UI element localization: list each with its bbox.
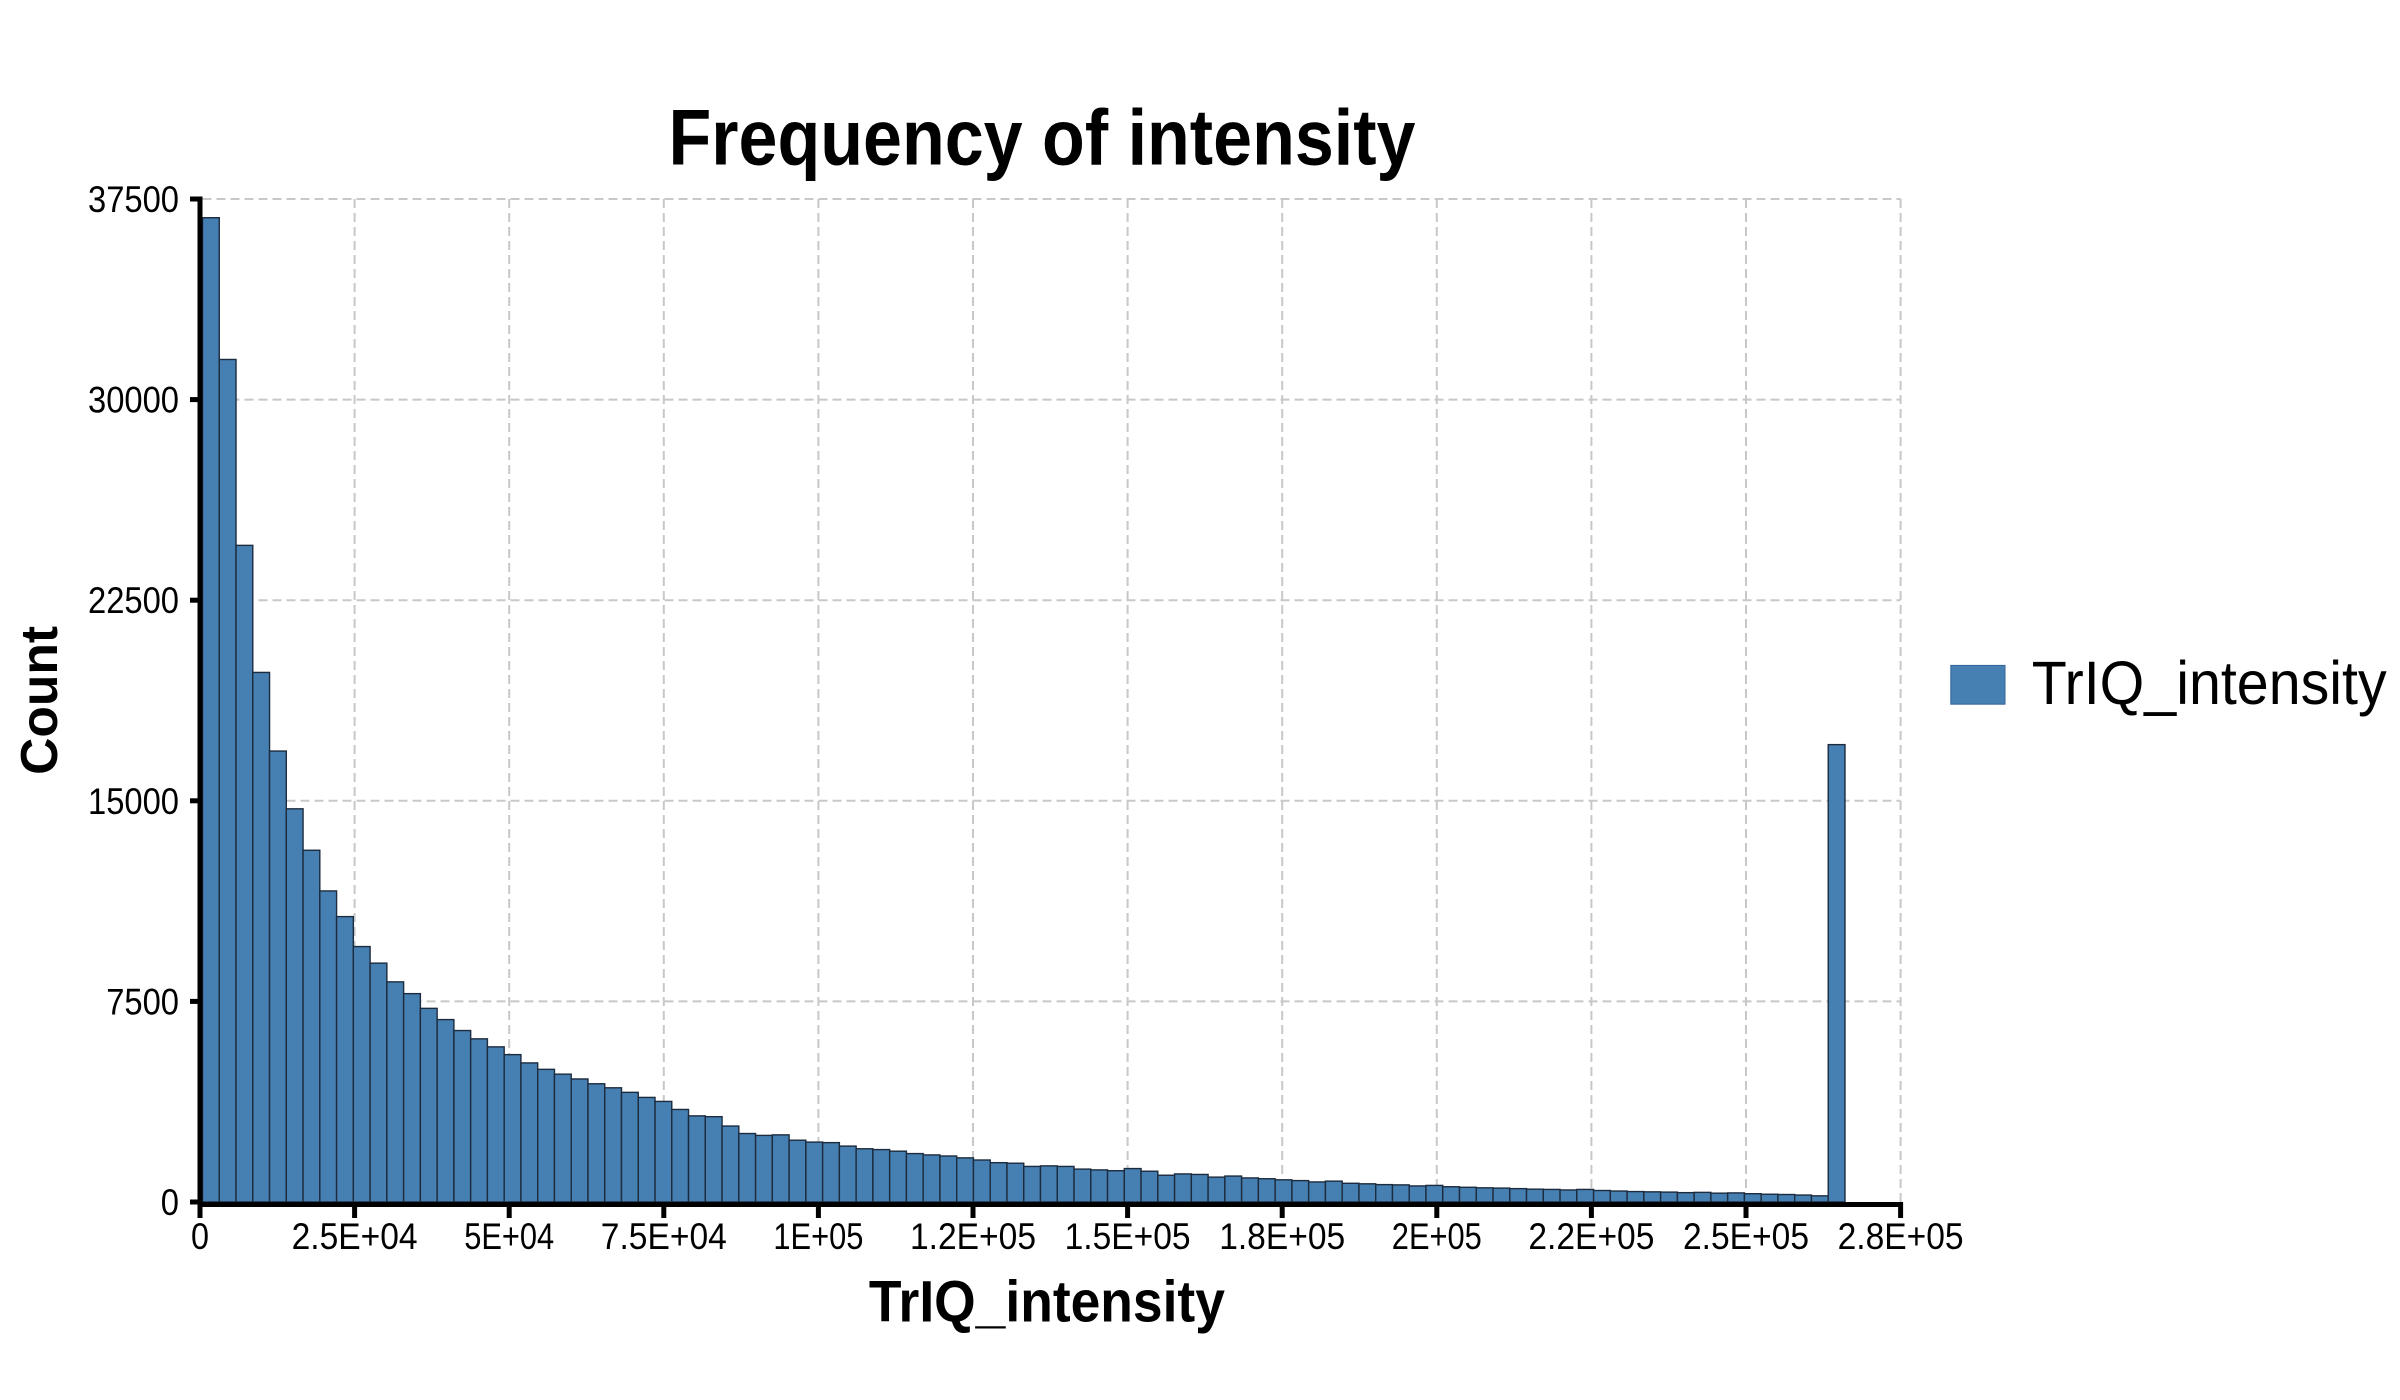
svg-text:0: 0	[191, 1215, 209, 1257]
svg-text:5E+04: 5E+04	[464, 1215, 554, 1257]
svg-text:Frequency of intensity: Frequency of intensity	[669, 93, 1416, 181]
svg-text:Count: Count	[10, 626, 68, 775]
svg-text:15000: 15000	[88, 780, 179, 822]
svg-text:1.2E+05: 1.2E+05	[910, 1215, 1036, 1257]
svg-text:0: 0	[161, 1181, 179, 1223]
svg-text:1.5E+05: 1.5E+05	[1065, 1215, 1191, 1257]
svg-text:7.5E+04: 7.5E+04	[601, 1215, 727, 1257]
svg-text:30000: 30000	[88, 379, 179, 421]
svg-text:37500: 37500	[88, 178, 179, 220]
svg-text:2.5E+05: 2.5E+05	[1683, 1215, 1809, 1257]
svg-text:7500: 7500	[106, 980, 179, 1022]
svg-text:2.8E+05: 2.8E+05	[1838, 1215, 1964, 1257]
svg-text:2E+05: 2E+05	[1392, 1215, 1482, 1257]
svg-text:TrIQ_intensity: TrIQ_intensity	[2032, 649, 2387, 717]
svg-text:2.2E+05: 2.2E+05	[1528, 1215, 1654, 1257]
svg-text:TrIQ_intensity: TrIQ_intensity	[869, 1269, 1225, 1334]
svg-text:1.8E+05: 1.8E+05	[1219, 1215, 1345, 1257]
svg-text:2.5E+04: 2.5E+04	[292, 1215, 418, 1257]
svg-text:22500: 22500	[88, 579, 179, 621]
svg-text:1E+05: 1E+05	[773, 1215, 863, 1257]
